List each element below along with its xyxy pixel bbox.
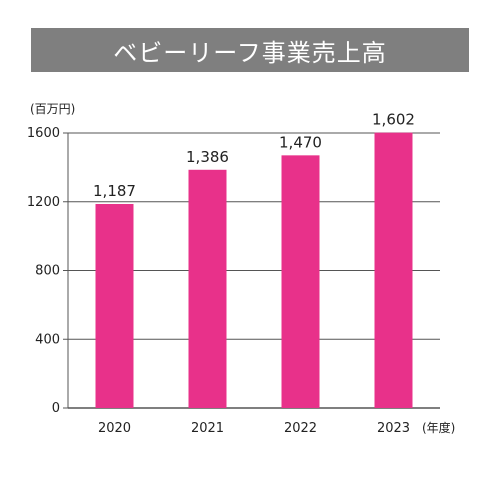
chart-title: ベビーリーフ事業売上高 [113, 38, 387, 67]
y-unit-label: (百万円) [30, 102, 75, 116]
x-tick-label: 2020 [98, 421, 131, 436]
data-label: 1,187 [93, 182, 136, 200]
chart-title-bar: ベビーリーフ事業売上高 [31, 28, 469, 72]
y-tick-label: 400 [35, 332, 60, 347]
x-unit-label: (年度) [422, 420, 455, 435]
x-tick-label: 2022 [284, 421, 317, 436]
bar [95, 203, 134, 408]
y-tick-label: 1200 [27, 195, 60, 210]
bar [281, 155, 320, 408]
bar [188, 169, 227, 408]
x-tick-label: 2021 [191, 421, 224, 436]
data-label: 1,470 [279, 133, 322, 151]
x-tick-label: 2023 [377, 421, 410, 436]
y-tick-label: 0 [52, 401, 60, 416]
bar [374, 132, 413, 408]
data-label: 1,386 [186, 148, 229, 166]
y-tick-label: 800 [35, 264, 60, 279]
y-tick-label: 1600 [27, 126, 60, 141]
data-label: 1,602 [372, 111, 415, 129]
